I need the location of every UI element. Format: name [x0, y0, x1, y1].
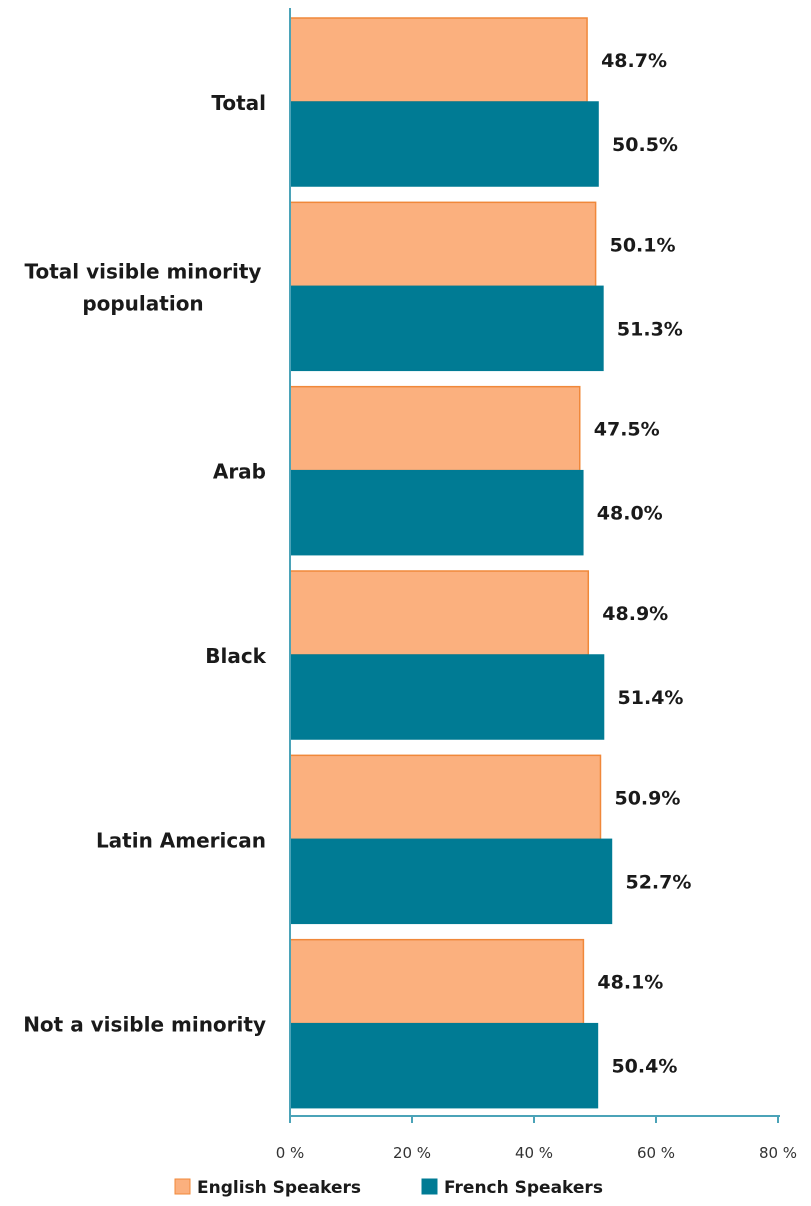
x-tick-label-1: 20 % — [393, 1144, 431, 1162]
bar-french-4 — [289, 838, 613, 925]
value-label-french-1: 51.3% — [617, 318, 683, 340]
category-label-2: Arab — [213, 460, 266, 484]
x-tick-label-4: 80 % — [759, 1144, 797, 1162]
bar-french-2 — [289, 469, 584, 556]
legend-label-english: English Speakers — [197, 1178, 361, 1198]
category-label-1: Total visible minority population — [25, 259, 262, 315]
bar-english-5 — [289, 938, 585, 1025]
x-tick-label-2: 40 % — [515, 1144, 553, 1162]
value-label-french-4: 52.7% — [625, 871, 691, 893]
value-label-english-4: 50.9% — [614, 787, 680, 809]
bar-english-3 — [289, 570, 590, 656]
value-label-english-0: 48.7% — [601, 50, 667, 72]
category-label-0: Total — [211, 91, 266, 115]
category-labels-group: Total Total visible minority population Ara… — [23, 91, 266, 1037]
bar-english-1 — [289, 201, 597, 288]
bars-group — [289, 17, 613, 1109]
bar-french-0 — [289, 101, 599, 187]
x-tick-label-0: 0 % — [276, 1144, 305, 1162]
value-label-french-3: 51.4% — [618, 687, 684, 709]
value-label-english-1: 50.1% — [610, 234, 676, 256]
value-label-french-2: 48.0% — [597, 503, 663, 525]
legend-label-french: French Speakers — [444, 1178, 603, 1198]
axes-group: 0 % 20 % 40 % 60 % 80 % — [276, 8, 797, 1162]
value-labels-group: 48.7% 50.5% 50.1% 51.3% 47.5% 48.0% 48.9% 51.4%… — [594, 50, 692, 1078]
bar-french-5 — [289, 1022, 599, 1109]
legend: English Speakers French Speakers — [174, 1178, 603, 1198]
category-label-4: Latin American — [96, 828, 266, 852]
bar-french-1 — [289, 285, 604, 372]
value-label-french-5: 50.4% — [611, 1056, 677, 1078]
category-label-5: Not a visible minority — [23, 1013, 266, 1037]
category-label-3: Black — [205, 644, 266, 668]
value-label-english-5: 48.1% — [597, 972, 663, 994]
legend-swatch-french — [421, 1178, 438, 1195]
x-tick-label-3: 60 % — [637, 1144, 675, 1162]
bar-english-4 — [289, 754, 602, 841]
value-label-french-0: 50.5% — [612, 134, 678, 156]
bar-english-2 — [289, 385, 581, 472]
bar-french-3 — [289, 654, 605, 740]
value-label-english-3: 48.9% — [602, 603, 668, 625]
legend-swatch-english — [174, 1178, 191, 1195]
bar-english-0 — [289, 17, 588, 103]
value-label-english-2: 47.5% — [594, 419, 660, 441]
